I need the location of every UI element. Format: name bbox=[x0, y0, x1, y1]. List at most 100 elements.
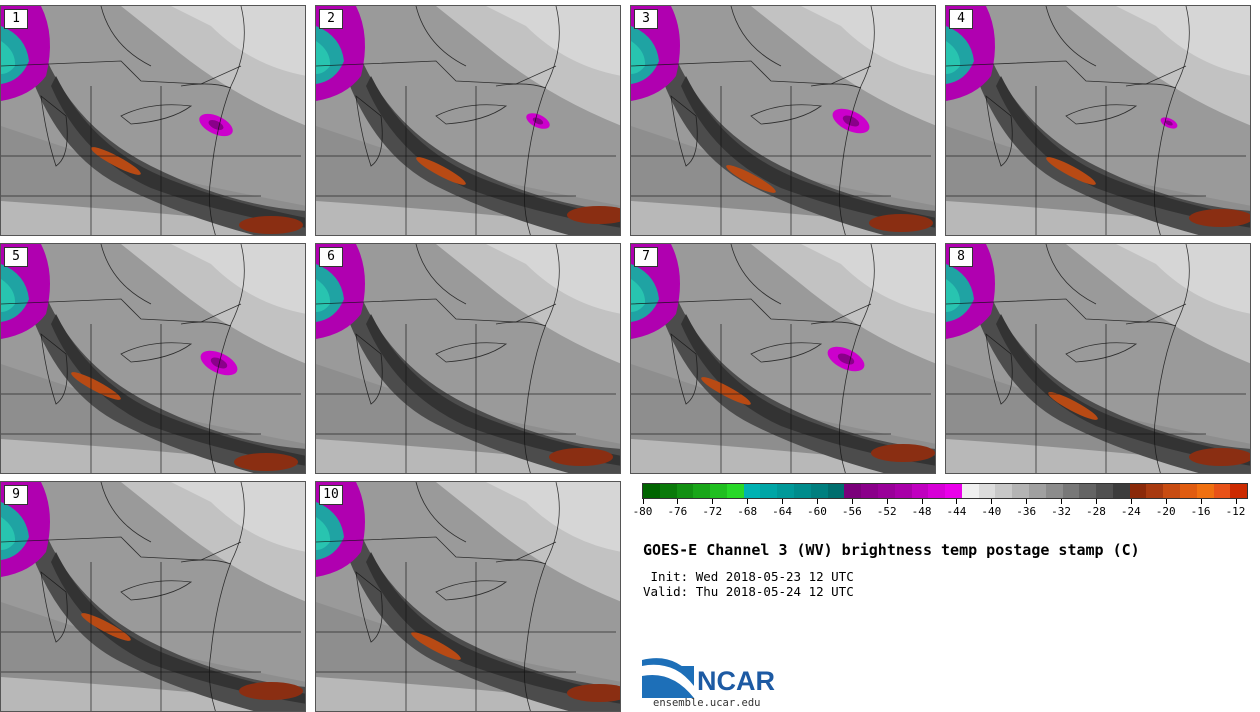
member-panel: 8 bbox=[945, 243, 1251, 474]
member-panel: 7 bbox=[630, 243, 936, 474]
colorbar-swatch bbox=[1079, 484, 1097, 498]
colorbar-tick bbox=[1095, 499, 1097, 504]
colorbar-tick bbox=[1235, 499, 1237, 504]
colorbar-tick bbox=[642, 499, 644, 504]
colorbar-tick bbox=[851, 499, 853, 504]
colorbar-tick bbox=[1130, 499, 1132, 504]
colorbar-swatch bbox=[1163, 484, 1180, 498]
colorbar-swatch bbox=[810, 484, 828, 498]
colorbar-tick-label: -20 bbox=[1155, 505, 1176, 518]
colorbar-tick-label: -44 bbox=[946, 505, 967, 518]
colorbar-swatch bbox=[794, 484, 811, 498]
member-number-label: 2 bbox=[319, 9, 343, 29]
colorbar-swatch bbox=[1213, 484, 1231, 498]
wv-map-image bbox=[316, 6, 620, 235]
colorbar-swatch bbox=[978, 484, 996, 498]
wv-map-image bbox=[946, 6, 1250, 235]
colorbar-swatch bbox=[1028, 484, 1046, 498]
colorbar-swatch bbox=[1146, 484, 1164, 498]
colorbar-tick bbox=[1026, 499, 1028, 504]
colorbar-ticks: -80 -76 -72 -68 -64 -60 -56 -52 -48 -44 -40 -36 -32 -… bbox=[633, 499, 1248, 521]
member-panel: 1 bbox=[0, 5, 306, 236]
init-label: Init: bbox=[643, 569, 689, 584]
colorbar-tick bbox=[991, 499, 993, 504]
colorbar-swatch bbox=[961, 484, 979, 498]
member-number-label: 10 bbox=[319, 485, 343, 505]
member-panel: 4 bbox=[945, 5, 1251, 236]
colorbar-tick bbox=[886, 499, 888, 504]
member-number-label: 3 bbox=[634, 9, 658, 29]
wv-map-image bbox=[631, 6, 935, 235]
colorbar-tick-label: -68 bbox=[737, 505, 758, 518]
colorbar-tick bbox=[956, 499, 958, 504]
wv-map-image bbox=[1, 482, 305, 711]
colorbar-tick bbox=[677, 499, 679, 504]
colorbar-swatch bbox=[1196, 484, 1214, 498]
colorbar-swatch bbox=[1062, 484, 1080, 498]
colorbar-tick-label: -36 bbox=[1016, 505, 1037, 518]
colorbar-swatch bbox=[777, 484, 795, 498]
member-panel: 9 bbox=[0, 481, 306, 712]
colorbar-tick-label: -16 bbox=[1190, 505, 1211, 518]
colorbar-swatch bbox=[1230, 484, 1248, 498]
colorbar-tick-label: -60 bbox=[806, 505, 827, 518]
wv-map-image bbox=[316, 482, 620, 711]
colorbar-swatch bbox=[995, 484, 1013, 498]
colorbar-swatch bbox=[1012, 484, 1029, 498]
colorbar-tick-label: -28 bbox=[1086, 505, 1106, 518]
colorbar-swatch bbox=[1112, 484, 1130, 498]
member-panel: 6 bbox=[315, 243, 621, 474]
colorbar-swatch bbox=[844, 484, 862, 498]
colorbar-swatch bbox=[643, 484, 660, 498]
colorbar-swatch bbox=[827, 484, 845, 498]
colorbar-tick bbox=[816, 499, 818, 504]
colorbar-swatch bbox=[760, 484, 778, 498]
member-number-label: 8 bbox=[949, 247, 973, 267]
colorbar-swatch bbox=[693, 484, 711, 498]
colorbar-tick-label: -64 bbox=[772, 505, 792, 518]
colorbar-swatch bbox=[1096, 484, 1113, 498]
colorbar-swatch bbox=[1045, 484, 1063, 498]
valid-time: Thu 2018-05-24 12 UTC bbox=[695, 584, 854, 599]
colorbar-tick-label: -52 bbox=[876, 505, 897, 518]
colorbar-swatch bbox=[726, 484, 744, 498]
colorbar-swatch bbox=[911, 484, 929, 498]
colorbar-tick bbox=[782, 499, 784, 504]
colorbar-tick bbox=[1061, 499, 1063, 504]
member-number-label: 6 bbox=[319, 247, 343, 267]
org-url: ensemble.ucar.edu bbox=[653, 697, 761, 709]
valid-line: Valid: Thu 2018-05-24 12 UTC bbox=[643, 584, 854, 599]
colorbar-tick-label: -76 bbox=[667, 505, 688, 518]
member-number-label: 1 bbox=[4, 9, 28, 29]
colorbar-tick bbox=[747, 499, 749, 504]
member-number-label: 7 bbox=[634, 247, 658, 267]
wv-map-image bbox=[1, 244, 305, 473]
member-number-label: 5 bbox=[4, 247, 28, 267]
colorbar-swatch bbox=[877, 484, 895, 498]
colorbar-swatch bbox=[659, 484, 677, 498]
member-number-label: 4 bbox=[949, 9, 973, 29]
member-number-label: 9 bbox=[4, 485, 28, 505]
colorbar-swatch bbox=[861, 484, 878, 498]
colorbar-tick bbox=[1200, 499, 1202, 504]
colorbar-swatch bbox=[1129, 484, 1147, 498]
colorbar-tick-label: -56 bbox=[841, 505, 862, 518]
colorbar-tick bbox=[712, 499, 714, 504]
colorbar-tick bbox=[921, 499, 923, 504]
colorbar-tick-label: -12 bbox=[1225, 505, 1246, 518]
init-line: Init: Wed 2018-05-23 12 UTC bbox=[643, 569, 854, 584]
wv-map-image bbox=[316, 244, 620, 473]
member-panel: 3 bbox=[630, 5, 936, 236]
wv-map-image bbox=[1, 6, 305, 235]
colorbar-tick-label: -72 bbox=[702, 505, 723, 518]
colorbar-swatch bbox=[743, 484, 761, 498]
colorbar-swatch bbox=[1180, 484, 1197, 498]
member-panel: 2 bbox=[315, 5, 621, 236]
member-panel: 10 bbox=[315, 481, 621, 712]
wv-map-image bbox=[946, 244, 1250, 473]
member-panel: 5 bbox=[0, 243, 306, 474]
colorbar-tick-label: -32 bbox=[1051, 505, 1072, 518]
colorbar-swatch bbox=[676, 484, 694, 498]
colorbar-tick-label: -40 bbox=[981, 505, 1002, 518]
colorbar-swatch bbox=[710, 484, 727, 498]
